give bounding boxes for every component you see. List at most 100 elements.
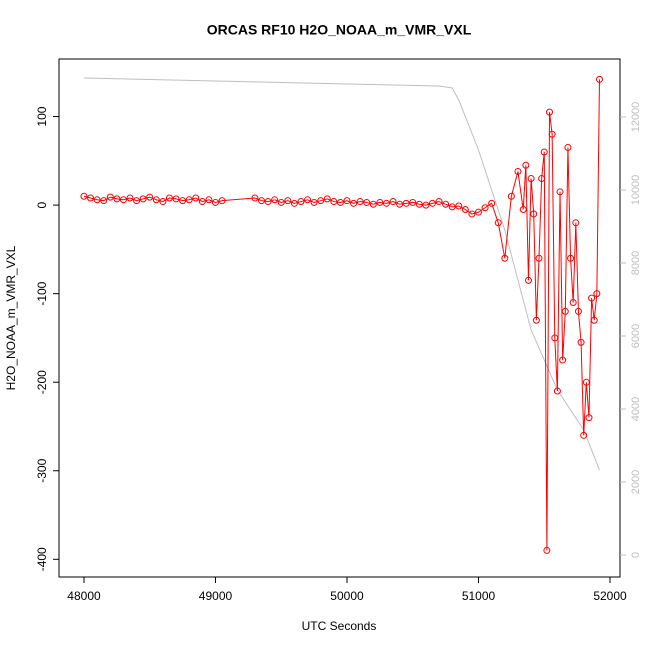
point: [561, 307, 569, 315]
point: [548, 130, 556, 138]
point: [409, 198, 417, 206]
point: [330, 198, 338, 206]
point: [540, 148, 548, 156]
point: [172, 195, 180, 203]
point: [284, 197, 292, 205]
point: [396, 200, 404, 208]
point: [402, 199, 410, 207]
y2-tick-label: 8000: [630, 251, 642, 275]
point: [522, 161, 530, 169]
point: [494, 219, 502, 227]
point: [100, 197, 108, 205]
point: [179, 197, 187, 205]
point: [192, 194, 200, 202]
point: [146, 193, 154, 201]
x-tick-label: 49000: [199, 589, 233, 603]
point: [569, 299, 577, 307]
x-tick-label: 52000: [593, 589, 627, 603]
point: [468, 210, 476, 218]
point: [585, 414, 593, 422]
point: [152, 196, 160, 204]
point: [551, 334, 559, 342]
point: [264, 198, 272, 206]
point: [93, 196, 101, 204]
point: [546, 108, 554, 116]
point: [435, 198, 443, 206]
y2-tick-label: 10000: [630, 175, 642, 206]
plot-frame: [58, 58, 621, 578]
y2-tick-label: 2000: [630, 470, 642, 494]
point: [574, 307, 582, 315]
x-tick-label: 51000: [462, 589, 496, 603]
y2-tick-label: 6000: [630, 324, 642, 348]
point: [271, 196, 279, 204]
point: [376, 198, 384, 206]
point: [277, 198, 285, 206]
point: [211, 198, 219, 206]
point: [389, 198, 397, 206]
point: [87, 194, 95, 202]
point: [369, 200, 377, 208]
point: [488, 199, 496, 207]
y-tick-label: -100: [35, 281, 49, 305]
chart-title: ORCAS RF10 H2O_NOAA_m_VMR_VXL: [207, 22, 472, 38]
point: [185, 196, 193, 204]
point: [593, 290, 601, 298]
point: [448, 203, 456, 211]
point: [139, 195, 147, 203]
point: [350, 199, 358, 207]
point: [543, 546, 551, 554]
point: [159, 198, 167, 206]
point: [530, 210, 538, 218]
point: [297, 198, 305, 206]
point: [415, 200, 423, 208]
point: [363, 198, 371, 206]
point: [133, 197, 141, 205]
point: [442, 200, 450, 208]
point: [577, 338, 585, 346]
point: [527, 175, 535, 183]
point: [336, 198, 344, 206]
point: [317, 197, 325, 205]
x-tick-label: 50000: [330, 589, 364, 603]
point: [556, 188, 564, 196]
point: [595, 75, 603, 83]
point: [428, 199, 436, 207]
point: [564, 144, 572, 152]
point: [126, 194, 134, 202]
point: [251, 194, 259, 202]
point: [343, 197, 351, 205]
point: [572, 219, 580, 227]
point: [205, 196, 213, 204]
y2-tick-label: 0: [630, 552, 642, 558]
point: [481, 204, 489, 212]
y-tick-label: -200: [35, 370, 49, 394]
point: [323, 195, 331, 203]
y-tick-label: 100: [35, 106, 49, 126]
point: [553, 387, 561, 395]
point: [567, 254, 575, 262]
point: [501, 254, 509, 262]
point: [580, 431, 588, 439]
point: [106, 193, 114, 201]
point: [588, 294, 596, 302]
point: [538, 175, 546, 183]
point: [119, 196, 127, 204]
point: [356, 198, 364, 206]
y-tick-label: 0: [35, 201, 49, 208]
point: [382, 199, 390, 207]
point: [113, 195, 121, 203]
point: [519, 206, 527, 214]
point: [304, 196, 312, 204]
point: [590, 316, 598, 324]
point: [80, 192, 88, 200]
y-axis-label: H2O_NOAA_m_VMR_VXL: [4, 245, 18, 390]
y2-tick-label: 4000: [630, 397, 642, 421]
point: [218, 197, 226, 205]
series-line: [83, 77, 600, 471]
point: [524, 276, 532, 284]
x-tick-label: 48000: [67, 589, 101, 603]
point: [422, 201, 430, 209]
point: [165, 194, 173, 202]
x-axis-label: UTC Seconds: [302, 619, 377, 633]
